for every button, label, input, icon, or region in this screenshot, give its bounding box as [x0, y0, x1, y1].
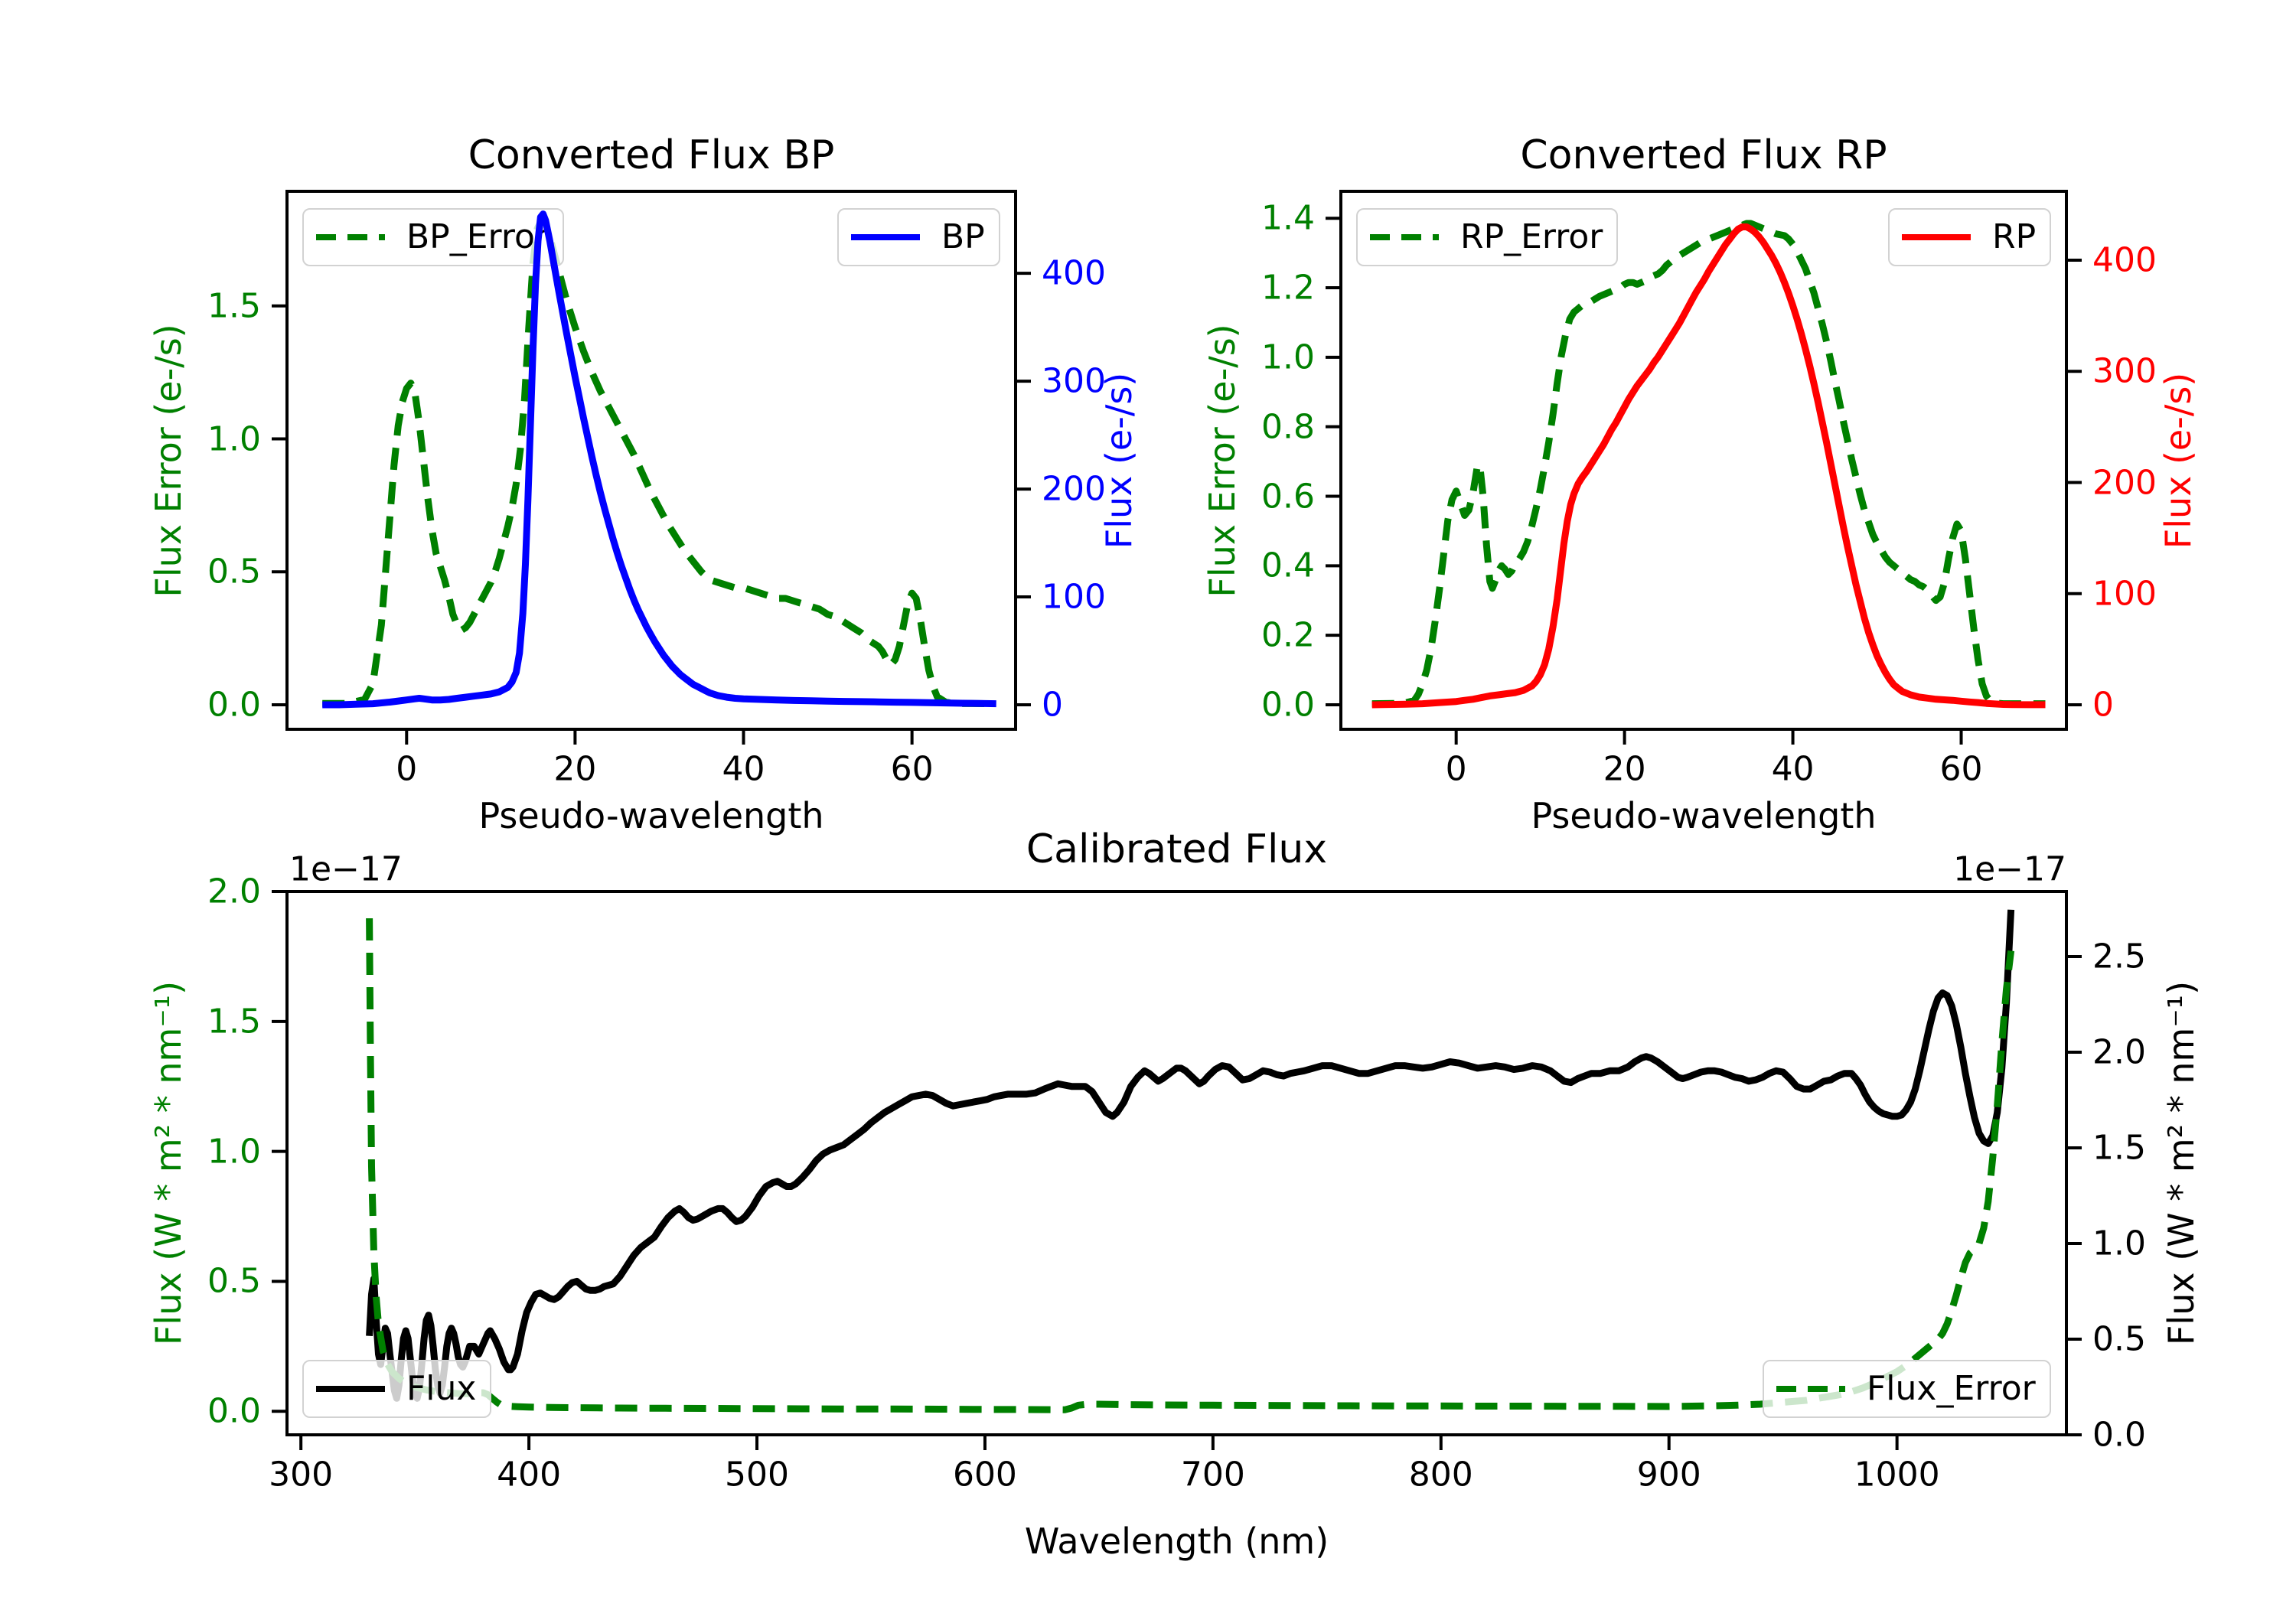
tick-label: 600: [952, 1455, 1017, 1495]
tick-label: 60: [890, 749, 934, 789]
tick-label: 1.0: [2092, 1224, 2146, 1263]
dashed-line-sample-icon: [1776, 1386, 1845, 1392]
tick-label: 700: [1180, 1455, 1245, 1495]
tick-label: 0.8: [1261, 407, 1315, 447]
tick-label: 20: [553, 749, 597, 789]
tick-label: 200: [1042, 469, 1106, 509]
axes-frame-bp: [285, 190, 1017, 731]
axes-frame-cal: [285, 890, 2068, 1436]
series-flux_error: [366, 918, 2015, 1413]
tick-label: 1.2: [1261, 268, 1315, 308]
solid-line-sample-icon: [1902, 234, 1971, 240]
tick-label: 900: [1636, 1455, 1701, 1495]
tick-label: 0: [1445, 749, 1467, 789]
tick-label: 0.0: [207, 685, 261, 725]
tick-label: 400: [2092, 240, 2157, 280]
legend-flux: Flux: [302, 1360, 492, 1418]
tick-label: 0.5: [2092, 1319, 2146, 1359]
series-rp_error: [1371, 220, 2046, 708]
calibrated-left-yaxis-label: Flux (W * m² * nm⁻¹): [148, 980, 189, 1346]
tick-label: 0.5: [207, 552, 261, 592]
tick-label: 0: [396, 749, 418, 789]
tick-label: 300: [269, 1455, 334, 1495]
tick-label: 40: [722, 749, 765, 789]
tick-label: 800: [1408, 1455, 1473, 1495]
tick-label: 2.0: [207, 872, 261, 911]
tick-label: 400: [1042, 253, 1106, 293]
calibrated-right-yaxis-label: Flux (W * m² * nm⁻¹): [2161, 980, 2202, 1346]
solid-line-sample-icon: [316, 1386, 385, 1392]
tick-label: 1.5: [207, 1002, 261, 1041]
tick-label: 0.6: [1261, 477, 1315, 516]
tick-label: 1.0: [1261, 337, 1315, 377]
legend-rp-error: RP_Error: [1356, 208, 1619, 266]
calibrated-xaxis-label: Wavelength (nm): [1024, 1521, 1329, 1562]
axes-frame-rp: [1339, 190, 2068, 731]
legend-bp-error: BP_Error: [302, 208, 564, 266]
tick-label: 0.0: [2092, 1415, 2146, 1455]
tick-label: 0.5: [207, 1261, 261, 1301]
bp-right-yaxis-label: Flux (e-/s): [1098, 372, 1140, 549]
series-flux: [366, 909, 2015, 1402]
bp-left-yaxis-label: Flux Error (e-/s): [148, 323, 189, 598]
rp-left-yaxis-label: Flux Error (e-/s): [1202, 323, 1243, 598]
legend-bp: BP: [837, 208, 1000, 266]
tick-label: 1000: [1854, 1455, 1940, 1495]
tick-label: 2.0: [2092, 1032, 2146, 1072]
tick-label: 0.4: [1261, 546, 1315, 585]
tick-label: 1.5: [207, 286, 261, 326]
tick-label: 300: [1042, 361, 1106, 401]
left-axis-offset-text: 1e−17: [289, 849, 403, 889]
series-bp: [322, 210, 996, 709]
tick-label: 0.2: [1261, 615, 1315, 655]
tick-label: 1.4: [1261, 198, 1315, 238]
tick-label: 0.0: [207, 1391, 261, 1431]
tick-label: 1.0: [207, 1132, 261, 1172]
dashed-line-sample-icon: [316, 234, 385, 240]
dashed-line-sample-icon: [1370, 234, 1439, 240]
legend-label: BP: [941, 217, 985, 256]
tick-label: 300: [2092, 351, 2157, 391]
calibrated-plot-title: Calibrated Flux: [1026, 826, 1328, 872]
right-axis-offset-text: 1e−17: [1953, 849, 2066, 889]
tick-label: 100: [2092, 574, 2157, 614]
legend-label: Flux_Error: [1867, 1369, 2036, 1408]
legend-label: RP: [1992, 217, 2037, 256]
tick-label: 100: [1042, 577, 1106, 617]
rp-plot-title: Converted Flux RP: [1520, 132, 1887, 178]
legend-label: Flux: [406, 1369, 477, 1408]
tick-label: 0: [1042, 685, 1063, 725]
tick-label: 60: [1939, 749, 1983, 789]
legend-flux-error: Flux_Error: [1763, 1360, 2051, 1418]
solid-line-sample-icon: [851, 234, 920, 240]
legend-label: RP_Error: [1460, 217, 1603, 256]
tick-label: 400: [497, 1455, 562, 1495]
legend-label: BP_Error: [406, 217, 549, 256]
bp-xaxis-label: Pseudo-wavelength: [478, 795, 824, 836]
tick-label: 500: [725, 1455, 790, 1495]
series-rp: [1371, 223, 2046, 709]
rp-right-yaxis-label: Flux (e-/s): [2157, 372, 2199, 549]
rp-xaxis-label: Pseudo-wavelength: [1531, 795, 1877, 836]
tick-label: 0.0: [1261, 685, 1315, 725]
series-bp_error: [322, 217, 996, 708]
tick-label: 0: [2092, 685, 2114, 725]
tick-label: 20: [1603, 749, 1646, 789]
tick-label: 1.5: [2092, 1128, 2146, 1168]
tick-label: 40: [1771, 749, 1815, 789]
bp-plot-title: Converted Flux BP: [468, 132, 835, 178]
tick-label: 2.5: [2092, 937, 2146, 976]
tick-label: 1.0: [207, 419, 261, 459]
tick-label: 200: [2092, 463, 2157, 503]
legend-rp: RP: [1888, 208, 2052, 266]
